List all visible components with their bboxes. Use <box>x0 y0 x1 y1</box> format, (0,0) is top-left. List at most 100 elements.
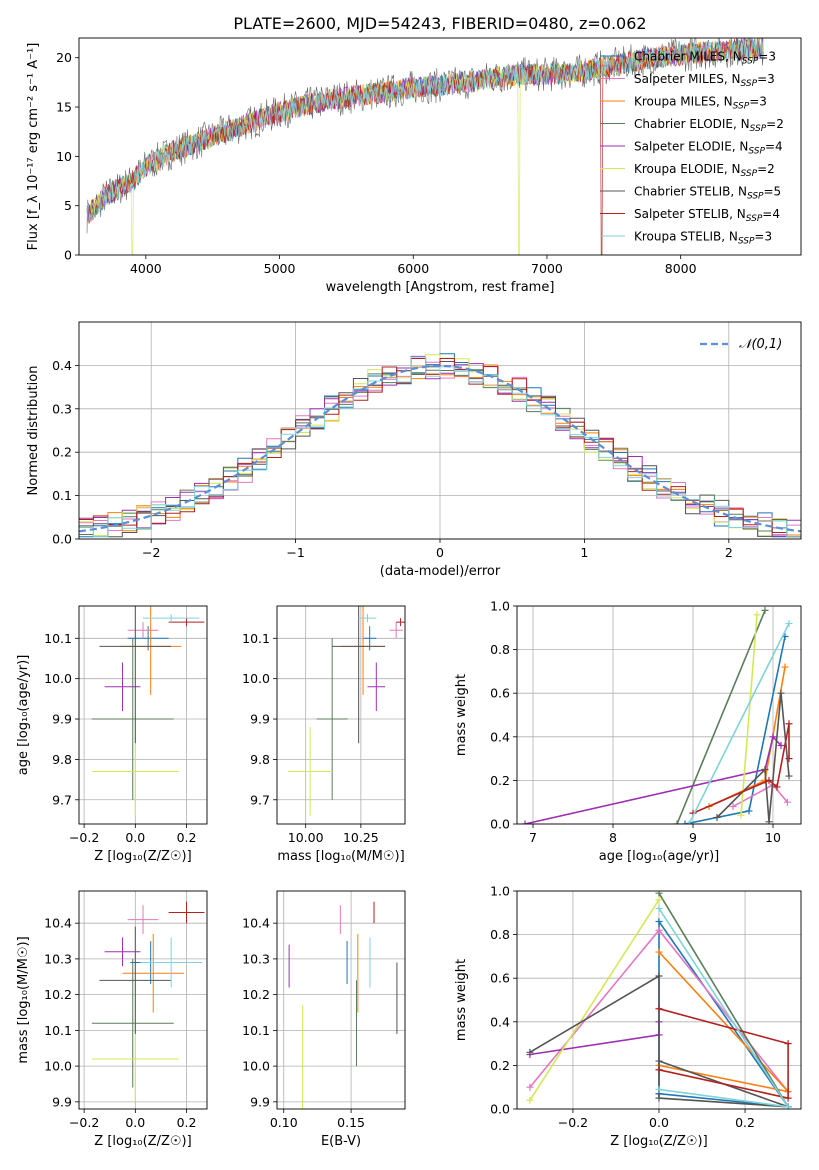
x-tick-label: 0 <box>436 545 444 560</box>
legend-label: Kroupa MILES, NSSP=3 <box>634 95 767 112</box>
axes-frame <box>516 890 802 1110</box>
weight-line <box>658 892 789 1108</box>
weight-marker <box>526 1083 534 1091</box>
y-tick-label: 0.6 <box>490 971 510 986</box>
y-tick-label: 1.0 <box>490 884 510 899</box>
weight-marker <box>745 807 753 815</box>
normal-curve <box>79 364 801 533</box>
weight-marker <box>785 755 793 763</box>
weight-marker <box>773 783 781 791</box>
x-axis-label: Z [log₁₀(Z/Z☉)] <box>94 1134 191 1149</box>
y-tick-label: 10.1 <box>44 631 72 646</box>
y-axis-label: mass weight <box>454 674 469 756</box>
y-tick-label: 0.0 <box>490 817 510 832</box>
plot-area-residuals <box>79 353 801 538</box>
x-tick-label: −0.2 <box>69 830 99 845</box>
y-tick-label: 10.2 <box>44 987 72 1002</box>
x-axis-label: Z [log₁₀(Z/Z☉)] <box>94 849 191 864</box>
residual-legend: 𝒩(0,1) <box>700 337 782 352</box>
x-tick-label: 8000 <box>665 261 697 276</box>
spectrum-legend: Chabrier MILES, NSSP=3 Salpeter MILES, NS… <box>600 50 784 247</box>
x-axis-label: (data-model)/error <box>380 564 501 579</box>
legend-label: Salpeter STELIB, NSSP=4 <box>634 207 780 224</box>
weight-marker <box>784 1040 792 1048</box>
weight-marker <box>729 803 737 811</box>
y-tick-label: 9.9 <box>250 1094 270 1109</box>
y-tick-label: 0.2 <box>490 1058 510 1073</box>
x-axis-label: wavelength [Angstrom, rest frame] <box>326 280 555 295</box>
x-tick-label: 7000 <box>531 261 563 276</box>
plot-area-age_vs_mass <box>288 606 405 816</box>
x-tick-label: 9 <box>689 830 697 845</box>
y-tick-label: 0.1 <box>52 488 72 503</box>
x-tick-label: −1 <box>286 545 304 560</box>
x-tick-label: 0.10 <box>270 1115 298 1130</box>
legend-label: Chabrier STELIB, NSSP=5 <box>634 185 781 202</box>
y-tick-label: 10.1 <box>44 1023 72 1038</box>
weight-marker <box>655 972 663 980</box>
plot-area-mass_vs_Z <box>91 901 205 1102</box>
weight-marker <box>785 772 793 780</box>
y-tick-label: 10.0 <box>44 671 72 686</box>
x-tick-label: 0.0 <box>125 1115 145 1130</box>
y-tick-label: 0.4 <box>490 1014 510 1029</box>
y-tick-label: 10 <box>56 149 72 164</box>
weight-marker <box>655 891 663 897</box>
axes-mass_vs_EBV: 0.10 0.15 9.9 10.0 10.1 10.2 10.3 10.4 E(B-V) <box>242 890 406 1149</box>
plot-area-weight_vs_Z <box>526 891 792 1109</box>
y-tick-label: 0.2 <box>490 773 510 788</box>
x-axis-label: mass [log₁₀(M/M☉)] <box>277 849 404 864</box>
x-tick-label: 10.00 <box>288 830 324 845</box>
weight-marker <box>655 918 663 926</box>
axes-age_vs_mass: 10.00 10.25 9.7 9.8 9.9 10.0 10.1 mass [log₁₀(M… <box>242 605 406 864</box>
y-tick-label: 1.0 <box>490 599 510 614</box>
y-tick-label: 10.0 <box>44 1059 72 1074</box>
y-tick-label: 0.4 <box>490 729 510 744</box>
axes-frame <box>276 605 406 825</box>
weight-line <box>658 1007 789 1100</box>
x-axis-label: E(B-V) <box>321 1134 361 1149</box>
axes-frame <box>78 321 802 540</box>
weight-marker <box>765 818 773 824</box>
y-tick-label: 9.8 <box>52 752 72 767</box>
y-axis-label: mass weight <box>454 959 469 1041</box>
y-tick-label: 0 <box>64 248 72 263</box>
legend-label: Kroupa ELODIE, NSSP=2 <box>634 162 775 179</box>
y-tick-label: 9.9 <box>52 1094 72 1109</box>
axes-frame <box>78 890 208 1110</box>
figure-title: PLATE=2600, MJD=54243, FIBERID=0480, z=0… <box>233 14 646 33</box>
spectrum-line <box>86 38 764 225</box>
y-tick-label: 0.8 <box>490 927 510 942</box>
weight-marker <box>784 1094 792 1102</box>
x-tick-label: 8 <box>609 830 617 845</box>
weight-marker <box>761 606 769 614</box>
y-tick-label: 0.0 <box>490 1102 510 1117</box>
weight-marker <box>784 1103 792 1109</box>
axes-residuals: −2 −1 0 1 2 0.0 0.1 0.2 0.3 0.4 (data-model)/error… <box>26 321 802 579</box>
y-tick-label: 5 <box>64 198 72 213</box>
weight-marker <box>655 926 663 934</box>
y-tick-label: 10.1 <box>242 631 270 646</box>
y-tick-label: 10.1 <box>242 1023 270 1038</box>
plot-area-mass_vs_EBV <box>288 901 398 1109</box>
y-tick-label: 0.6 <box>490 686 510 701</box>
y-tick-label: 10.0 <box>242 1059 270 1074</box>
weight-marker <box>685 820 693 824</box>
x-tick-label: 2 <box>725 545 733 560</box>
y-tick-label: 9.7 <box>52 792 72 807</box>
weight-line <box>529 899 660 1101</box>
weight-marker <box>777 742 785 750</box>
plot-area-weight_vs_age <box>521 606 793 824</box>
weight-marker <box>761 766 769 773</box>
axes-mass_vs_Z: −0.2 0.0 0.2 9.9 10.0 10.1 10.2 10.3 10.4 Z [log₁… <box>16 890 208 1149</box>
axes-weight_vs_age: 7 8 9 10 0.0 0.2 0.4 0.6 0.8 1.0 age [log₁₀(age/yr… <box>454 599 802 864</box>
y-tick-label: 15 <box>56 100 72 115</box>
y-tick-label: 10.0 <box>242 671 270 686</box>
weight-marker <box>526 1096 534 1104</box>
x-tick-label: 1 <box>580 545 588 560</box>
y-axis-label: mass [log₁₀(M/M☉)] <box>16 936 31 1063</box>
weight-marker <box>673 820 681 824</box>
